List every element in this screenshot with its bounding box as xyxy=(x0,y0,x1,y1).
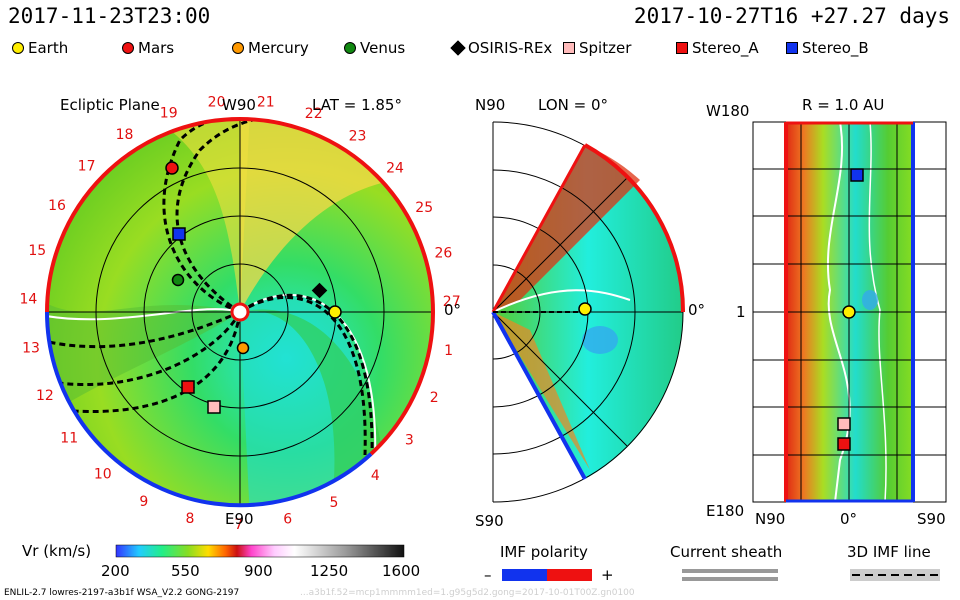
venus-marker-icon xyxy=(171,273,185,287)
legend-spitzer: Spitzer xyxy=(563,39,631,57)
colorbar-tick: 200 xyxy=(101,562,130,580)
colorbar-label: Vr (km/s) xyxy=(22,542,92,560)
carrington-day-label: 13 xyxy=(22,341,40,357)
map-x-label-n90: N90 xyxy=(755,510,786,528)
spitzer-marker-icon xyxy=(563,42,575,54)
stereo-a-marker-icon xyxy=(676,42,688,54)
carrington-day-label: 5 xyxy=(330,495,339,511)
map-top-left: W180 xyxy=(706,102,750,120)
imf-polarity-title: IMF polarity xyxy=(500,543,588,561)
mercury-marker-icon xyxy=(232,42,244,54)
carrington-day-label: 7 xyxy=(234,517,243,533)
carrington-day-label: 14 xyxy=(19,291,37,307)
mars-marker-icon xyxy=(122,42,134,54)
mars-marker-icon xyxy=(165,161,179,175)
carrington-day-label: 22 xyxy=(305,106,323,122)
earth-marker-icon xyxy=(578,302,592,316)
reference-time: 2017-10-27T16 +27.27 days xyxy=(633,4,950,28)
earth-marker-icon xyxy=(328,305,342,319)
imf-minus: – xyxy=(484,566,492,584)
carrington-day-label: 11 xyxy=(60,431,78,447)
boundary-toward xyxy=(44,311,373,508)
meridional-bottom-label: S90 xyxy=(475,512,504,530)
legend-earth: Earth xyxy=(12,39,68,57)
carrington-day-label: 20 xyxy=(208,94,226,110)
carrington-day-label: 8 xyxy=(185,511,194,527)
venus-marker-icon xyxy=(344,42,356,54)
carrington-day-label: 2 xyxy=(430,390,439,406)
carrington-day-label: 19 xyxy=(160,105,178,121)
legend-venus: Venus xyxy=(344,39,405,57)
map-x-label-s90: S90 xyxy=(917,510,946,528)
stereo-b-marker-icon xyxy=(850,168,864,182)
spitzer-marker-icon xyxy=(837,417,851,431)
carrington-day-label: 18 xyxy=(116,127,134,143)
current-sheath-swatch xyxy=(682,569,778,573)
map-radius: R = 1.0 AU xyxy=(802,96,885,114)
imf-positive-swatch xyxy=(547,569,592,581)
legend-osiris-rex: OSIRIS-REx xyxy=(450,39,552,57)
meridional-panel xyxy=(491,121,686,503)
colorbar-tick: 1250 xyxy=(310,562,349,580)
carrington-day-label: 16 xyxy=(48,198,66,214)
carrington-day-label: 26 xyxy=(434,245,452,261)
carrington-day-label: 10 xyxy=(94,467,112,483)
carrington-day-label: 4 xyxy=(371,468,380,484)
ecliptic-title: Ecliptic Plane xyxy=(60,96,160,114)
footer-watermark: ...a3b1f.52=mcp1mmmm1ed=1.g95g5d2.gong=2… xyxy=(300,588,635,598)
carrington-day-label: 15 xyxy=(28,243,46,259)
map-x-label-0: 0° xyxy=(840,510,858,528)
carrington-day-label: 21 xyxy=(257,95,275,111)
carrington-day-label: 9 xyxy=(139,494,148,510)
current-sheath-title: Current sheath xyxy=(670,543,783,561)
ecliptic-zero-label: 0° xyxy=(444,301,462,319)
map-panel xyxy=(752,121,947,503)
stereo-b-marker-icon xyxy=(172,227,186,241)
carrington-day-label: 27 xyxy=(443,294,461,310)
velocity-colorbar xyxy=(115,544,405,558)
colorbar-tick: 550 xyxy=(171,562,200,580)
colorbar-tick: 900 xyxy=(244,562,273,580)
ecliptic-top-label: W90 xyxy=(222,96,256,114)
boundary-away xyxy=(45,117,436,456)
ecliptic-bottom-label: E90 xyxy=(225,510,254,528)
sun-icon xyxy=(230,302,250,322)
time-stamp: 2017-11-23T23:00 xyxy=(8,4,211,28)
carrington-day-label: 23 xyxy=(349,129,367,145)
meridional-zero-label: 0° xyxy=(688,301,706,319)
legend-stereo-b: Stereo_B xyxy=(786,39,869,57)
earth-marker-icon xyxy=(12,42,24,54)
carrington-day-label: 17 xyxy=(78,159,96,175)
carrington-day-label: 6 xyxy=(283,512,292,528)
mercury-marker-icon xyxy=(236,341,250,355)
map-mid-left: 1 xyxy=(736,303,746,321)
carrington-day-label: 12 xyxy=(36,388,54,404)
stereo-b-marker-icon xyxy=(786,42,798,54)
meridional-lon: LON = 0° xyxy=(538,96,608,114)
stereo-a-marker-icon xyxy=(181,380,195,394)
imf-negative-swatch xyxy=(502,569,547,581)
meridional-top-label: N90 xyxy=(475,96,506,114)
earth-marker-icon xyxy=(842,305,856,319)
carrington-day-label: 1 xyxy=(444,343,453,359)
imf-plus: + xyxy=(601,566,614,584)
ecliptic-lat: LAT = 1.85° xyxy=(312,96,402,114)
spitzer-marker-icon xyxy=(207,400,221,414)
imf-line-title: 3D IMF line xyxy=(847,543,931,561)
carrington-day-label: 25 xyxy=(415,200,433,216)
colorbar-tick: 1600 xyxy=(382,562,421,580)
footer-run-info: ENLIL-2.7 lowres-2197-a3b1f WSA_V2.2 GON… xyxy=(4,588,240,598)
ecliptic-features xyxy=(47,119,433,505)
carrington-day-label: 24 xyxy=(386,160,404,176)
legend-mercury: Mercury xyxy=(232,39,309,57)
map-bottom-left: E180 xyxy=(706,502,745,520)
stereo-a-marker-icon xyxy=(837,437,851,451)
legend-mars: Mars xyxy=(122,39,174,57)
carrington-day-label: 3 xyxy=(405,433,414,449)
legend-stereo-a: Stereo_A xyxy=(676,39,759,57)
